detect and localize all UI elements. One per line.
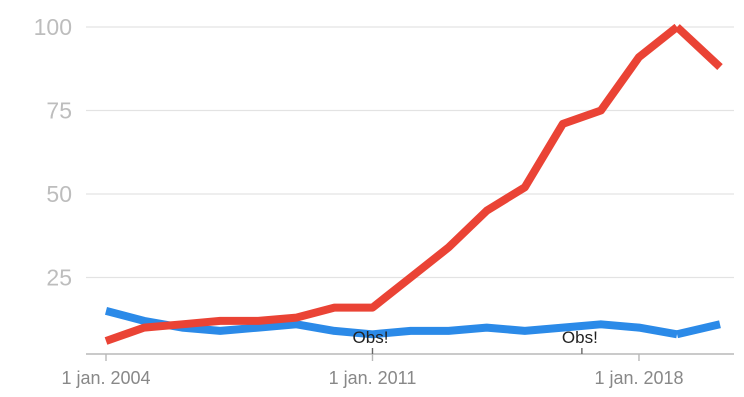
series-lines <box>104 23 723 345</box>
x-tick-label: 1 jan. 2011 <box>329 368 417 388</box>
annotations: Obs! Obs! <box>353 328 598 354</box>
y-tick-label: 100 <box>34 14 72 40</box>
series-line-1 <box>104 307 678 339</box>
series-line-0 <box>104 23 680 345</box>
x-tick-label: 1 jan. 2004 <box>61 368 150 388</box>
annotation-label: Obs! <box>562 328 598 347</box>
x-tick-label: 1 jan. 2018 <box>594 368 683 388</box>
series-tail-1 <box>676 320 721 339</box>
annotation-label: Obs! <box>353 328 389 347</box>
y-tick-label: 50 <box>46 181 72 207</box>
y-axis-ticks: 25 50 75 100 <box>34 14 72 291</box>
x-axis-ticks: 1 jan. 2004 1 jan. 2011 1 jan. 2018 <box>61 354 684 388</box>
y-tick-label: 25 <box>46 265 72 291</box>
y-tick-label: 75 <box>46 98 72 124</box>
series-tail-0 <box>674 24 723 71</box>
